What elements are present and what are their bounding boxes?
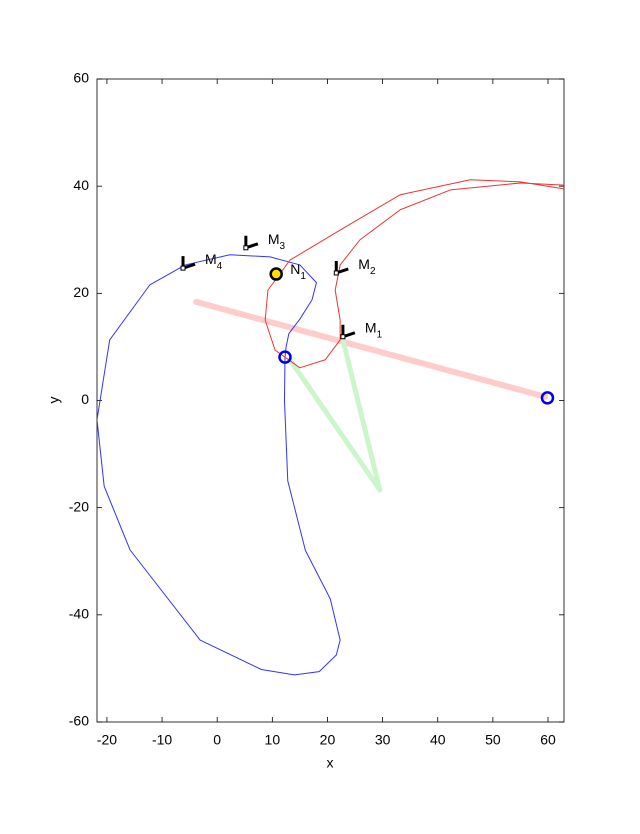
point-label: M2: [358, 256, 376, 277]
x-tick-label: -10: [152, 732, 172, 748]
x-tick-label: 40: [430, 732, 446, 748]
label-subscript: 3: [280, 240, 286, 251]
label-text: M: [205, 251, 217, 267]
x-tick-label: -20: [97, 732, 117, 748]
frame-marker: [333, 260, 349, 276]
label-text: M: [268, 230, 280, 246]
frame-marker: [340, 324, 356, 340]
label-text: M: [365, 319, 377, 335]
point-label: M1: [365, 319, 383, 340]
point: [278, 350, 292, 364]
y-tick-label: 60: [73, 70, 89, 86]
y-tick-label: -20: [69, 498, 89, 514]
frame-origin: [243, 245, 249, 251]
y-tick-label: 20: [73, 284, 89, 300]
frame-origin: [340, 334, 346, 340]
series-line: [287, 337, 383, 493]
x-tick-label: 10: [265, 732, 281, 748]
y-tick-label: -40: [69, 606, 89, 622]
x-tick-label: 50: [485, 732, 501, 748]
x-tick-label: 20: [320, 732, 336, 748]
x-tick-label: 60: [540, 732, 556, 748]
y-axis-label: y: [46, 397, 62, 404]
y-tick-label: -60: [69, 713, 89, 729]
point-label: M3: [268, 230, 286, 251]
axes-box: [96, 78, 565, 723]
series-line: [97, 254, 341, 676]
y-tick-label: 40: [73, 177, 89, 193]
label-text: N: [290, 261, 300, 277]
point-label: N1: [290, 261, 306, 282]
label-subscript: 1: [300, 271, 306, 282]
point: [540, 391, 555, 405]
point-label: M4: [205, 251, 223, 272]
frame-marker: [243, 235, 259, 251]
plot-area: [97, 179, 564, 676]
series-line: [264, 179, 564, 369]
x-axis-label: x: [327, 755, 334, 771]
point: [269, 267, 283, 281]
frame-origin: [333, 270, 339, 276]
label-subscript: 4: [217, 261, 223, 272]
y-tick-label: 0: [81, 391, 89, 407]
x-tick-label: 0: [213, 732, 221, 748]
x-tick-label: 30: [375, 732, 391, 748]
frame-marker: [180, 256, 196, 271]
label-text: M: [358, 256, 370, 272]
label-subscript: 1: [377, 329, 383, 340]
frame-origin: [180, 265, 186, 271]
label-subscript: 2: [370, 266, 376, 277]
series-line: [193, 298, 549, 400]
